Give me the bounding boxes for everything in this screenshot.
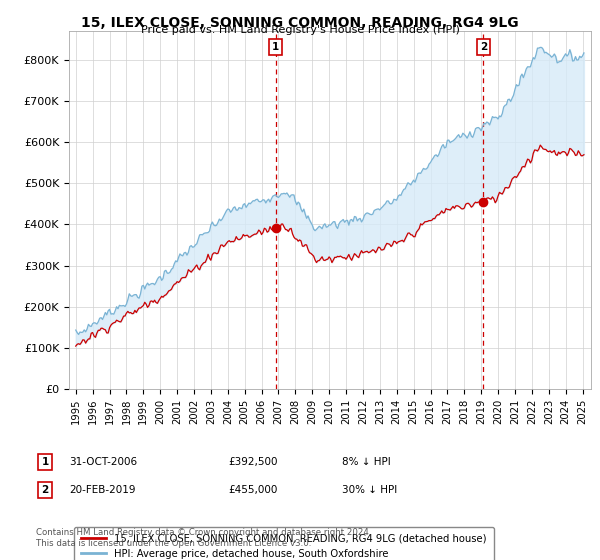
Legend: 15, ILEX CLOSE, SONNING COMMON, READING, RG4 9LG (detached house), HPI: Average : 15, ILEX CLOSE, SONNING COMMON, READING,…	[74, 527, 493, 560]
Text: 20-FEB-2019: 20-FEB-2019	[69, 485, 136, 495]
Text: 8% ↓ HPI: 8% ↓ HPI	[342, 457, 391, 467]
Text: 15, ILEX CLOSE, SONNING COMMON, READING, RG4 9LG: 15, ILEX CLOSE, SONNING COMMON, READING,…	[81, 16, 519, 30]
Text: 1: 1	[41, 457, 49, 467]
Text: 1: 1	[272, 42, 279, 52]
Text: £455,000: £455,000	[228, 485, 277, 495]
Text: £392,500: £392,500	[228, 457, 277, 467]
Text: 30% ↓ HPI: 30% ↓ HPI	[342, 485, 397, 495]
Text: 2: 2	[480, 42, 487, 52]
Text: Contains HM Land Registry data © Crown copyright and database right 2024.
This d: Contains HM Land Registry data © Crown c…	[36, 528, 371, 548]
Text: 2: 2	[41, 485, 49, 495]
Text: Price paid vs. HM Land Registry's House Price Index (HPI): Price paid vs. HM Land Registry's House …	[140, 25, 460, 35]
Text: 31-OCT-2006: 31-OCT-2006	[69, 457, 137, 467]
